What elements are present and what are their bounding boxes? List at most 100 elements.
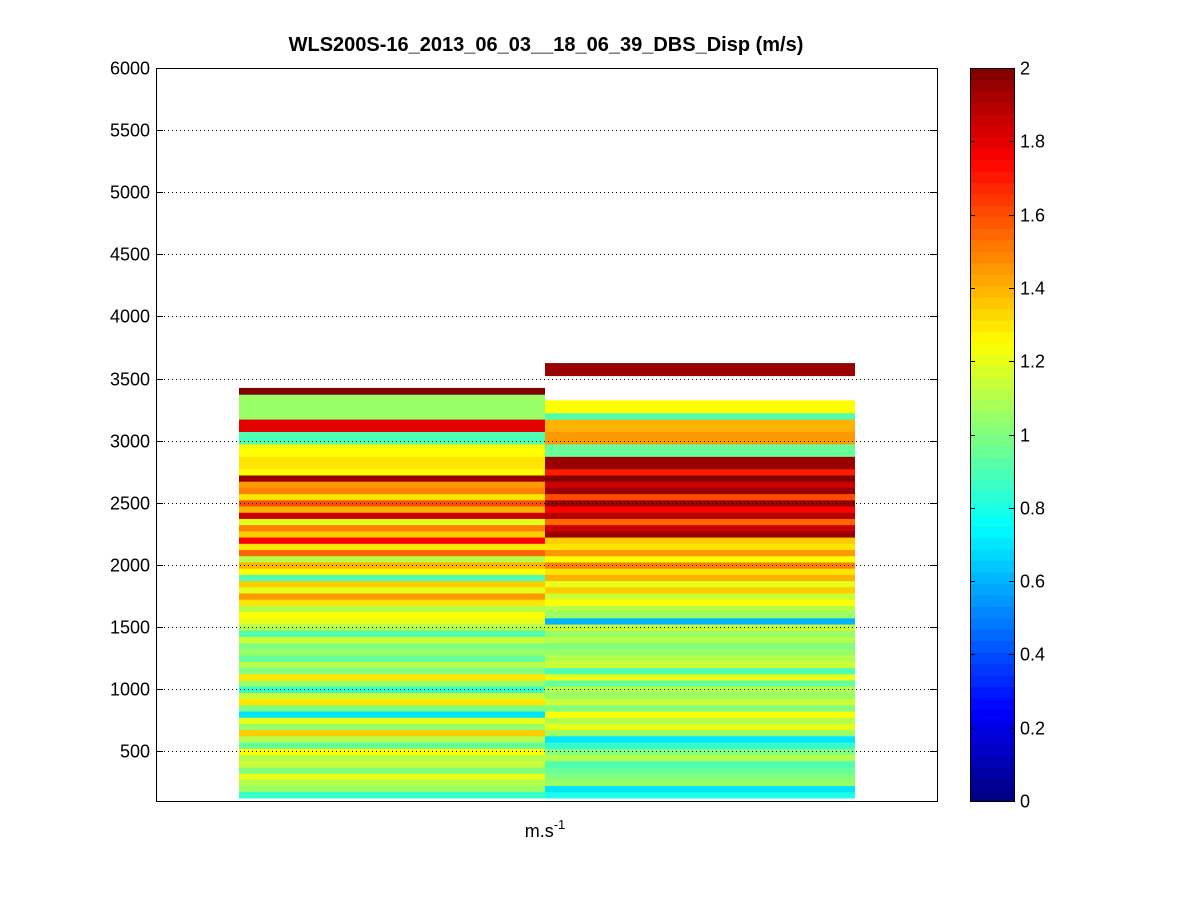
colorbar-band <box>970 239 1014 252</box>
heatmap-cell <box>545 717 855 724</box>
colorbar-band <box>970 480 1014 493</box>
heatmap-cell <box>545 443 855 451</box>
heatmap-cell <box>545 605 855 613</box>
colorbar-band <box>970 193 1014 207</box>
heatmap-cell <box>239 456 545 464</box>
heatmap-cell <box>545 505 855 513</box>
heatmap-cell <box>239 617 545 625</box>
heatmap-cell <box>545 729 855 737</box>
y-tick-label: 2500 <box>110 494 150 514</box>
heatmap-cell <box>545 425 855 432</box>
colorbar-tick-label: 1.2 <box>1020 352 1045 372</box>
heatmap-cell <box>239 530 545 538</box>
colorbar-band <box>970 755 1014 768</box>
colorbar-tick-label: 1.4 <box>1020 279 1045 299</box>
heatmap-cell <box>545 574 855 582</box>
colorbar-band <box>970 102 1014 115</box>
colorbar-band <box>970 365 1014 378</box>
heatmap-cell <box>239 673 545 681</box>
heatmap-cell <box>239 443 545 451</box>
heatmap-cell <box>545 655 855 662</box>
heatmap-cell <box>545 773 855 780</box>
heatmap-cell <box>239 729 545 737</box>
colorbar-band <box>970 90 1014 103</box>
heatmap-cell <box>545 698 855 706</box>
heatmap-cell <box>239 518 545 526</box>
heatmap-cell <box>239 425 545 432</box>
heatmap-cell <box>239 611 545 619</box>
colorbar-band <box>970 709 1014 722</box>
heatmap-cell <box>545 710 855 718</box>
y-tick-label: 3500 <box>110 370 150 390</box>
colorbar-band <box>970 125 1014 138</box>
colorbar-band <box>970 68 1014 81</box>
colorbar-band <box>970 560 1014 573</box>
colorbar-band <box>970 434 1014 447</box>
heatmap-cell <box>239 537 545 544</box>
colorbar-tick-label: 2 <box>1020 59 1030 79</box>
colorbar-gradient <box>970 68 1014 802</box>
y-axis: 500 1000 1500 2000 2500 3000 3500 4000 4500 5000 5… <box>110 59 937 762</box>
heatmap-cell <box>545 692 855 700</box>
heatmap-cell <box>239 710 545 718</box>
colorbar-band <box>970 457 1014 470</box>
colorbar-band <box>970 136 1014 149</box>
heatmap-cell <box>545 462 855 470</box>
colorbar-band <box>970 697 1014 710</box>
colorbar-band <box>970 503 1014 516</box>
heatmap-cell <box>239 692 545 700</box>
heatmap-cell <box>545 586 855 594</box>
heatmap-cell <box>239 505 545 513</box>
colorbar-band <box>970 675 1014 688</box>
colorbar-tick-label: 1 <box>1020 426 1030 446</box>
heatmap-cell <box>239 481 545 488</box>
y-tick-label: 500 <box>120 742 150 762</box>
heatmap-cell <box>239 605 545 613</box>
x-axis-label-base: m.s <box>525 821 554 841</box>
colorbar-band <box>970 148 1014 161</box>
heatmap-cell <box>239 450 545 457</box>
colorbar-band <box>970 423 1014 436</box>
colorbar-band <box>970 182 1014 195</box>
heatmap-cell <box>545 406 855 414</box>
chart-title: WLS200S-16_2013_06_03__18_06_39_DBS_Disp… <box>289 34 804 56</box>
heatmap-cell <box>239 661 545 669</box>
heatmap-cell <box>239 543 545 551</box>
heatmap-cell <box>239 493 545 501</box>
colorbar-band <box>970 526 1014 539</box>
heatmap-cell <box>545 673 855 681</box>
heatmap-cell <box>239 462 545 470</box>
heatmap-cell <box>545 512 855 519</box>
x-axis-label-superscript: -1 <box>554 817 566 832</box>
colorbar-band <box>970 205 1014 218</box>
colorbar-band <box>970 549 1014 562</box>
colorbar-band <box>970 537 1014 550</box>
heatmap-cell <box>239 418 545 426</box>
colorbar-band <box>970 652 1014 665</box>
heatmap-cell <box>545 543 855 551</box>
heatmap-cell <box>545 661 855 669</box>
colorbar-band <box>970 606 1014 619</box>
heatmap-cell <box>545 431 855 439</box>
heatmap-cell <box>545 418 855 426</box>
colorbar-band <box>970 411 1014 424</box>
colorbar-band <box>970 262 1014 275</box>
colorbar-band <box>970 159 1014 172</box>
plot-area: 500 1000 1500 2000 2500 3000 3500 4000 4500 5000 5… <box>110 59 938 802</box>
colorbar-band <box>970 686 1014 699</box>
heatmap-cell <box>545 555 855 563</box>
heatmap-cell <box>239 406 545 414</box>
heatmap-cell <box>545 369 855 377</box>
colorbar-tick-label: 0.6 <box>1020 572 1045 592</box>
heatmap-cell <box>545 630 855 637</box>
colorbar-band <box>970 743 1014 756</box>
heatmap-cell <box>545 735 855 743</box>
heatmap-cell <box>545 599 855 606</box>
heatmap-cell <box>545 518 855 526</box>
colorbar-band <box>970 331 1014 344</box>
plot-frame <box>156 68 938 802</box>
heatmap-cell <box>545 592 855 600</box>
heatmap-cell <box>545 723 855 731</box>
heatmap-cell <box>545 456 855 464</box>
heatmap-cell <box>545 468 855 476</box>
